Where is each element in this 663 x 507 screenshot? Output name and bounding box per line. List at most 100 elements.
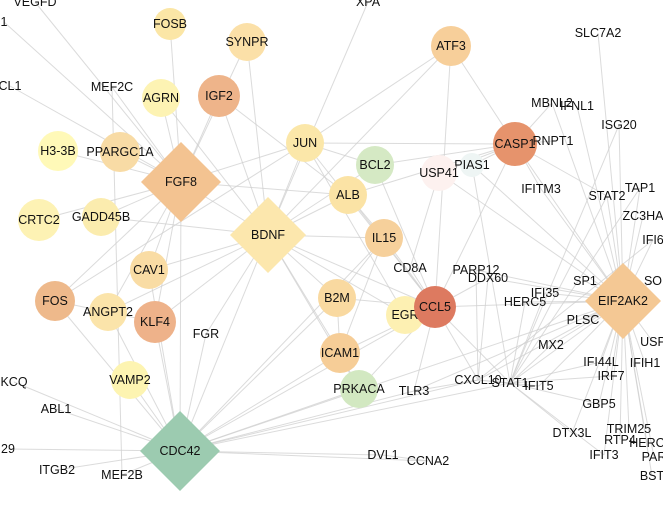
- node-zc3ha[interactable]: ZC3HA: [623, 209, 663, 223]
- node-cav1[interactable]: CAV1: [130, 251, 168, 289]
- node-usp[interactable]: USP: [640, 335, 663, 349]
- node-angpt2[interactable]: ANGPT2: [83, 293, 133, 331]
- node-mef2c[interactable]: MEF2C: [91, 80, 133, 94]
- node-mx2[interactable]: MX2: [538, 338, 564, 352]
- node-label: DDX60: [468, 271, 508, 285]
- node-ifitm3[interactable]: IFITM3: [521, 182, 561, 196]
- node-label: STAT1: [491, 376, 528, 390]
- edge-ccl5-bcl2: [374, 164, 436, 308]
- node-bdnf[interactable]: BDNF: [230, 197, 306, 273]
- edge-fos-jun: [54, 142, 306, 302]
- node-shape-circle: [130, 251, 168, 289]
- node-label: IFIT3: [589, 448, 618, 462]
- node-fgf8[interactable]: FGF8: [141, 142, 221, 222]
- edge-stat1-gbp5: [509, 382, 600, 405]
- node-ppargc1a[interactable]: PPARGC1A: [86, 132, 154, 172]
- node-b2m[interactable]: B2M: [318, 279, 356, 317]
- node-so[interactable]: SO: [644, 274, 662, 288]
- node-gbp5[interactable]: GBP5: [582, 397, 615, 411]
- node-bst[interactable]: BST: [640, 469, 663, 483]
- node-plscr1[interactable]: PLSC: [567, 313, 600, 327]
- node-cdc42[interactable]: CDC42: [140, 411, 220, 491]
- node-label: EIF2AK2: [598, 294, 648, 308]
- node-vamp2[interactable]: VAMP2: [109, 361, 151, 399]
- node-synpr[interactable]: SYNPR: [225, 23, 269, 61]
- node-kcq[interactable]: KCQ: [0, 375, 27, 389]
- node-atf3[interactable]: ATF3: [431, 26, 471, 66]
- node-fos[interactable]: FOS: [35, 281, 75, 321]
- node-abl1[interactable]: ABL1: [41, 402, 72, 416]
- node-label: KLF4: [140, 315, 170, 329]
- node-par[interactable]: PAR: [642, 450, 663, 464]
- node-rtp4[interactable]: RTP4: [604, 433, 636, 447]
- edge-bdnf-ccl5: [267, 234, 436, 308]
- node-itgb2[interactable]: ITGB2: [39, 463, 75, 477]
- node-tlr3[interactable]: TLR3: [399, 384, 430, 398]
- node-label: TLR3: [399, 384, 430, 398]
- node-prkaca[interactable]: PRKACA: [333, 370, 385, 408]
- node-klf4[interactable]: KLF4: [134, 301, 176, 343]
- node-ifit3[interactable]: IFIT3: [589, 448, 618, 462]
- node-n29[interactable]: 29: [1, 442, 15, 456]
- node-irf7[interactable]: IRF7: [597, 369, 624, 383]
- node-ifi35[interactable]: IFI35: [531, 286, 560, 300]
- node-pias1[interactable]: PIAS1: [454, 153, 490, 177]
- edge-jun-atf3: [304, 45, 452, 144]
- node-rnpt1[interactable]: RNPT1: [533, 134, 574, 148]
- node-ccl5[interactable]: CCL5: [414, 286, 456, 328]
- node-ifit5[interactable]: IFIT5: [524, 379, 553, 393]
- node-shape-circle: [365, 219, 403, 257]
- node-stat2[interactable]: STAT2: [588, 189, 625, 203]
- node-fgr[interactable]: FGR: [193, 327, 219, 341]
- node-cxcl10[interactable]: CXCL10: [454, 373, 501, 387]
- node-dvl1[interactable]: DVL1: [367, 448, 398, 462]
- node-ifi6[interactable]: IFI6: [642, 233, 663, 247]
- node-igf2[interactable]: IGF2: [198, 75, 240, 117]
- edge-cdc42-stat1: [179, 382, 511, 452]
- node-gadd45b[interactable]: GADD45B: [72, 198, 130, 236]
- node-jun[interactable]: JUN: [286, 124, 324, 162]
- node-label: CD8A: [393, 261, 427, 275]
- node-ifnl1[interactable]: IFNL1: [560, 99, 594, 113]
- node-parp12[interactable]: PARP12: [452, 263, 499, 277]
- node-il15[interactable]: IL15: [365, 219, 403, 257]
- node-h3-3b[interactable]: H3-3B: [38, 131, 78, 171]
- node-vegfd[interactable]: VEGFD: [13, 0, 56, 9]
- node-stat1[interactable]: STAT1: [491, 376, 528, 390]
- node-l1[interactable]: 1: [1, 15, 8, 29]
- node-eif2ak2[interactable]: EIF2AK2: [585, 263, 661, 339]
- node-mef2b[interactable]: MEF2B: [101, 468, 143, 482]
- node-agrn[interactable]: AGRN: [142, 79, 180, 117]
- node-shape-diamond: [140, 411, 220, 491]
- node-tap1[interactable]: TAP1: [625, 181, 655, 195]
- node-cd8a[interactable]: CD8A: [393, 261, 427, 275]
- node-ifi44l[interactable]: IFI44L: [583, 355, 618, 369]
- node-isg20[interactable]: ISG20: [601, 118, 636, 132]
- node-mbnl2[interactable]: MBNL2: [531, 96, 573, 110]
- node-fosb[interactable]: FOSB: [153, 8, 187, 40]
- node-slc7a2[interactable]: SLC7A2: [575, 26, 622, 40]
- edge-casp1-jun: [304, 142, 516, 145]
- node-ifih1[interactable]: IFIH1: [630, 356, 661, 370]
- edge-casp1-bcl2: [374, 143, 516, 166]
- node-label: BST: [640, 469, 663, 483]
- node-trim25[interactable]: TRIM25: [607, 422, 652, 436]
- node-usp41[interactable]: USP41: [419, 155, 459, 191]
- node-crtc2[interactable]: CRTC2: [18, 199, 60, 241]
- node-cl1[interactable]: CL1: [0, 79, 22, 93]
- edge-cdc42-il15: [179, 237, 385, 452]
- node-bcl2[interactable]: BCL2: [356, 146, 394, 184]
- node-label: IFI6: [642, 233, 663, 247]
- node-icam1[interactable]: ICAM1: [320, 333, 360, 373]
- node-herc6[interactable]: HERC: [629, 436, 663, 450]
- node-dtx3l[interactable]: DTX3L: [553, 426, 592, 440]
- node-sp1[interactable]: SP1: [573, 274, 597, 288]
- node-herc5[interactable]: HERC5: [504, 295, 546, 309]
- node-xpa[interactable]: XPA: [356, 0, 381, 9]
- node-casp1[interactable]: CASP1: [493, 122, 537, 166]
- node-ddx60[interactable]: DDX60: [468, 271, 508, 285]
- node-ccna2[interactable]: CCNA2: [407, 454, 449, 468]
- node-alb[interactable]: ALB: [329, 176, 367, 214]
- node-shape-circle: [320, 333, 360, 373]
